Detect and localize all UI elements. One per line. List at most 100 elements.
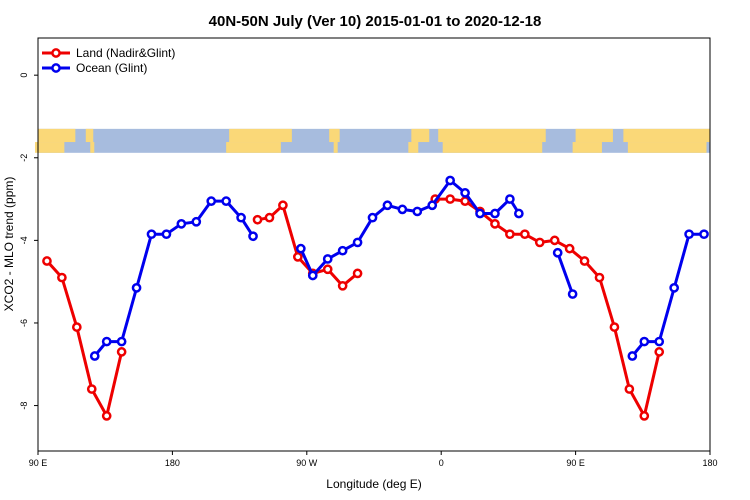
series-line [435,197,661,418]
map-land [226,142,281,153]
data-point [445,175,456,186]
data-point [57,272,67,283]
data-point [627,351,638,361]
data-point [699,229,709,240]
map-land [333,142,338,153]
data-point [292,252,303,262]
data-point [161,229,172,240]
data-point [337,245,348,256]
legend-label: Ocean (Glint) [76,61,147,75]
data-point [264,212,275,223]
x-tick-label: 90 W [296,458,318,468]
data-point [564,243,575,254]
world-map-strip [35,128,710,153]
data-point [131,283,142,293]
legend-label: Land (Nadir&Glint) [76,46,175,60]
data-point [206,196,217,206]
series-line [556,252,575,295]
data-point [534,237,545,248]
y-axis-label: XCO2 - MLO trend (ppm) [2,177,16,312]
data-point [609,322,620,332]
map-land [35,142,65,153]
x-tick-label: 180 [165,458,180,468]
data-point [490,219,500,229]
data-point [221,196,232,206]
data-point [382,200,393,211]
plot-frame [37,37,711,452]
map-land [575,128,613,143]
y-tick-label: -6 [19,319,29,327]
data-point [654,336,665,347]
data-point [101,336,112,347]
map-land [627,142,707,153]
data-point [236,212,246,223]
data-point [116,336,127,347]
y-tick-label: -2 [19,154,29,162]
data-point [278,200,288,211]
data-point [248,231,258,242]
data-point [639,336,650,347]
data-point [146,229,157,240]
data-point [252,214,263,225]
y-tick-label: -8 [19,402,29,410]
map-land [90,142,95,153]
map-land [85,128,94,143]
data-point [552,247,563,258]
data-point [427,200,438,211]
data-point [412,206,423,217]
series-line [299,179,521,277]
y-axis: 0 -2 -4 -6 -8 [19,73,38,410]
x-axis: 90 E 180 90 W 0 90 E 180 [29,451,718,468]
series-layer [42,175,709,421]
data-point [514,208,524,219]
data-point [101,411,112,421]
data-point [567,289,578,299]
data-point [684,229,694,240]
data-point [322,264,333,275]
x-tick-label: 90 E [566,458,585,468]
map-land [408,142,419,153]
data-point [579,256,590,266]
legend: Land (Nadir&Glint)Ocean (Glint) [42,46,175,75]
x-axis-label: Longitude (deg E) [326,477,421,491]
data-point [639,411,650,421]
data-point [490,208,500,219]
map-land [623,128,710,143]
map-land [229,128,292,143]
map-land [438,128,546,143]
data-point [71,322,82,332]
data-point [352,268,363,279]
data-point [191,216,202,227]
map-land [329,128,340,143]
y-tick-label: -4 [19,236,29,244]
data-point [367,212,378,223]
data-point [445,194,456,204]
data-point [397,204,408,215]
x-tick-label: 0 [439,458,444,468]
chart-title: 40N-50N July (Ver 10) 2015-01-01 to 2020… [209,13,542,30]
data-point [337,280,348,291]
data-point [86,384,97,394]
data-point [322,254,333,264]
map-land [442,142,543,153]
data-point [669,283,680,293]
data-point [654,347,665,357]
x-tick-label: 180 [702,458,717,468]
data-point [460,188,470,198]
data-point [549,235,560,246]
data-point [89,351,100,361]
map-land [572,142,602,153]
data-point [307,270,318,281]
data-point [519,229,530,240]
data-point [116,347,127,357]
data-point [505,194,515,204]
legend-marker [51,48,61,58]
x-tick-label: 90 E [29,458,48,468]
data-point [505,229,515,240]
map-land [411,128,430,143]
data-point [295,243,306,254]
series-line [93,199,255,357]
data-point [624,384,635,394]
data-point [352,237,363,248]
